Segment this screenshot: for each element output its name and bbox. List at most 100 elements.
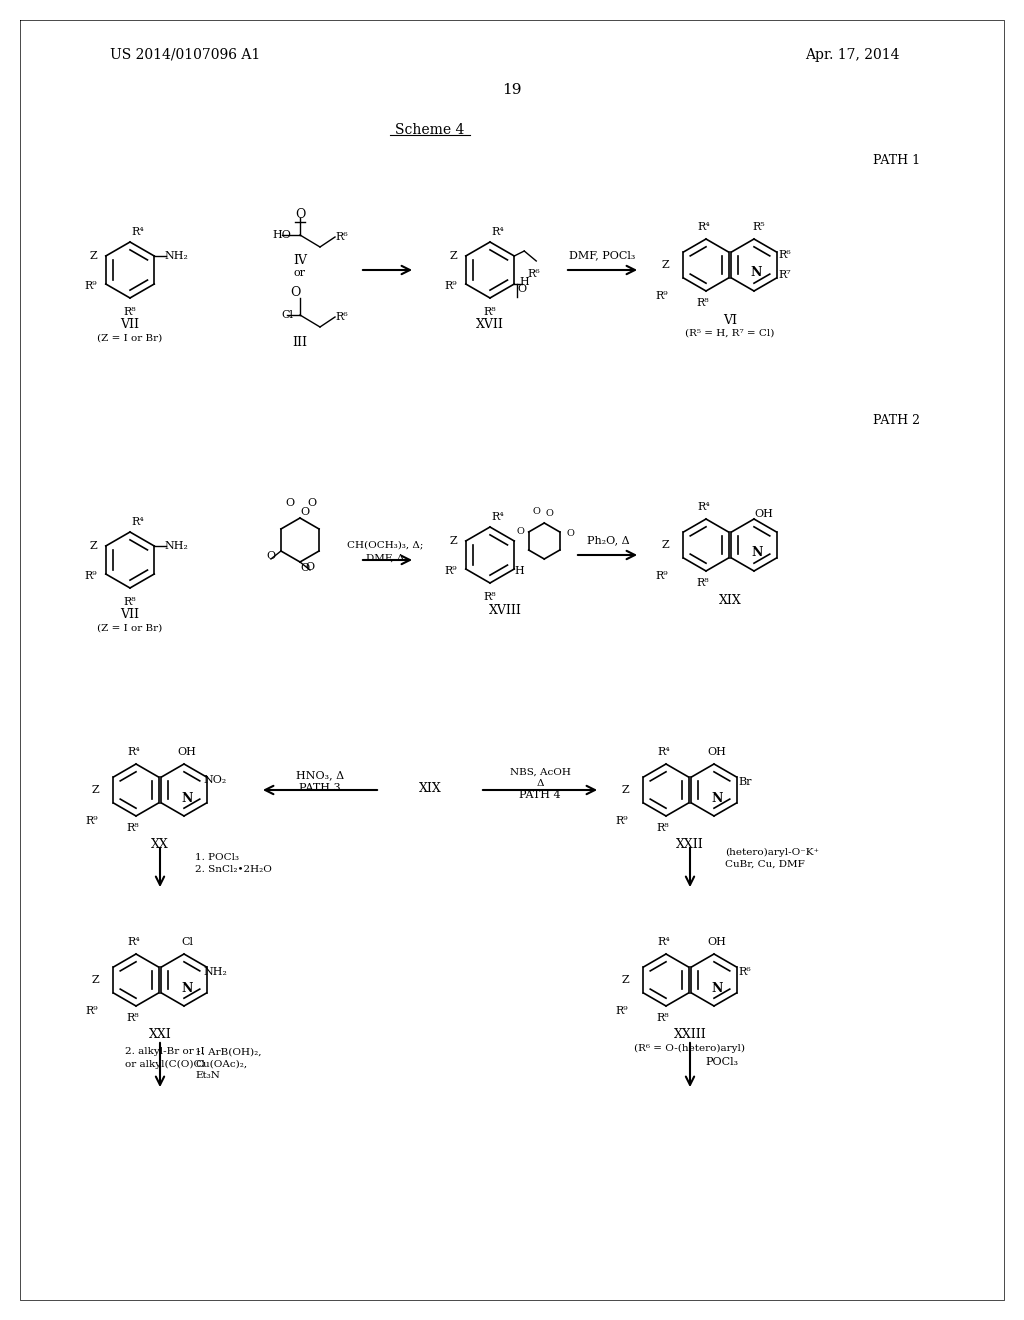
Text: R⁹: R⁹: [615, 1006, 629, 1016]
Text: R⁸: R⁸: [656, 1012, 670, 1023]
Text: III: III: [293, 337, 307, 350]
Text: R⁹: R⁹: [86, 816, 98, 826]
Text: OH: OH: [708, 937, 726, 946]
Text: XIX: XIX: [719, 594, 741, 606]
Text: OH: OH: [177, 747, 197, 756]
Text: IV: IV: [293, 253, 307, 267]
Text: R⁴: R⁴: [492, 227, 505, 238]
Text: Apr. 17, 2014: Apr. 17, 2014: [806, 48, 900, 62]
Text: PATH 4: PATH 4: [519, 789, 561, 800]
Text: R⁶: R⁶: [738, 968, 752, 977]
Text: R⁴: R⁴: [697, 222, 711, 232]
Text: VII: VII: [121, 318, 139, 331]
Text: R⁶: R⁶: [778, 249, 792, 260]
Text: CuBr, Cu, DMF: CuBr, Cu, DMF: [725, 859, 805, 869]
Text: R⁴: R⁴: [132, 227, 144, 238]
Text: OH: OH: [755, 510, 773, 519]
Text: R⁸: R⁸: [483, 308, 497, 317]
Text: Z: Z: [91, 785, 98, 795]
Text: R⁹: R⁹: [444, 566, 457, 576]
Text: R⁴: R⁴: [492, 512, 505, 521]
Text: R⁶: R⁶: [336, 232, 348, 242]
Text: O: O: [517, 528, 524, 536]
Text: NO₂: NO₂: [204, 775, 226, 785]
Text: R⁹: R⁹: [655, 572, 669, 581]
Text: PATH 3: PATH 3: [299, 783, 341, 793]
Text: (hetero)aryl-O⁻K⁺: (hetero)aryl-O⁻K⁺: [725, 847, 819, 857]
Text: O: O: [290, 286, 300, 300]
Text: Z: Z: [622, 785, 629, 795]
Text: R⁹: R⁹: [84, 281, 97, 290]
Text: NH₂: NH₂: [203, 968, 227, 977]
Text: O: O: [286, 498, 295, 508]
Text: PATH 2: PATH 2: [873, 413, 920, 426]
Text: R⁶: R⁶: [528, 269, 541, 279]
Text: HO: HO: [272, 230, 292, 240]
Text: N: N: [181, 982, 193, 994]
Text: Z: Z: [450, 536, 458, 546]
Text: or: or: [294, 268, 306, 279]
Text: Z: Z: [91, 975, 98, 985]
Text: O: O: [532, 507, 541, 516]
Text: Z: Z: [662, 260, 669, 271]
Text: XVIII: XVIII: [488, 603, 521, 616]
Text: 19: 19: [502, 83, 522, 96]
Text: Δ: Δ: [537, 779, 544, 788]
Text: (R⁶ = O-(hetero)aryl): (R⁶ = O-(hetero)aryl): [635, 1043, 745, 1052]
Text: Z: Z: [90, 251, 97, 261]
Text: R⁶: R⁶: [336, 312, 348, 322]
Text: R⁴: R⁴: [657, 937, 671, 946]
Text: Z: Z: [90, 541, 97, 550]
Text: (Z = I or Br): (Z = I or Br): [97, 623, 163, 632]
Text: POCl₃: POCl₃: [705, 1057, 738, 1067]
Text: O: O: [300, 507, 309, 517]
Text: R⁵: R⁵: [753, 222, 765, 232]
Text: Z: Z: [622, 975, 629, 985]
Text: XIX: XIX: [419, 781, 441, 795]
Text: Cu(OAc)₂,: Cu(OAc)₂,: [195, 1060, 247, 1068]
Text: PATH 1: PATH 1: [872, 153, 920, 166]
Text: Cl: Cl: [181, 937, 193, 946]
Text: O: O: [307, 498, 316, 508]
Text: or alkyl(C(O)Cl: or alkyl(C(O)Cl: [125, 1060, 205, 1069]
Text: Et₃N: Et₃N: [195, 1072, 220, 1081]
Text: H: H: [519, 277, 529, 286]
Text: O: O: [305, 562, 314, 572]
Text: R⁴: R⁴: [657, 747, 671, 756]
Text: R⁹: R⁹: [655, 290, 669, 301]
Text: N: N: [181, 792, 193, 804]
Text: Ph₂O, Δ: Ph₂O, Δ: [587, 535, 630, 545]
Text: US 2014/0107096 A1: US 2014/0107096 A1: [110, 48, 260, 62]
Text: R⁸: R⁸: [127, 1012, 139, 1023]
Text: DMF, POCl₃: DMF, POCl₃: [568, 249, 635, 260]
Text: Scheme 4: Scheme 4: [395, 123, 465, 137]
Text: N: N: [712, 982, 723, 994]
Text: XXI: XXI: [148, 1028, 171, 1041]
Text: R⁴: R⁴: [128, 747, 140, 756]
Text: N: N: [752, 546, 763, 560]
Text: O: O: [518, 284, 526, 294]
Text: R⁸: R⁸: [127, 822, 139, 833]
Text: VII: VII: [121, 609, 139, 622]
Text: O: O: [295, 209, 305, 222]
Text: R⁴: R⁴: [697, 502, 711, 512]
Text: Cl: Cl: [281, 310, 293, 319]
Text: R⁴: R⁴: [128, 937, 140, 946]
Text: 1. ArB(OH)₂,: 1. ArB(OH)₂,: [195, 1048, 261, 1056]
Text: R⁸: R⁸: [696, 578, 710, 587]
Text: O: O: [266, 550, 275, 561]
Text: R⁷: R⁷: [778, 271, 792, 280]
Text: R⁹: R⁹: [86, 1006, 98, 1016]
Text: XVII: XVII: [476, 318, 504, 331]
Text: OH: OH: [708, 747, 726, 756]
Text: NH₂: NH₂: [164, 251, 188, 261]
Text: O: O: [566, 528, 574, 537]
Text: VI: VI: [723, 314, 737, 326]
Text: R⁹: R⁹: [84, 572, 97, 581]
Text: R⁸: R⁸: [656, 822, 670, 833]
Text: XXII: XXII: [676, 838, 703, 851]
Text: 1. POCl₃: 1. POCl₃: [195, 854, 239, 862]
Text: HNO₃, Δ: HNO₃, Δ: [296, 770, 344, 780]
Text: (Z = I or Br): (Z = I or Br): [97, 334, 163, 342]
Text: N: N: [712, 792, 723, 804]
